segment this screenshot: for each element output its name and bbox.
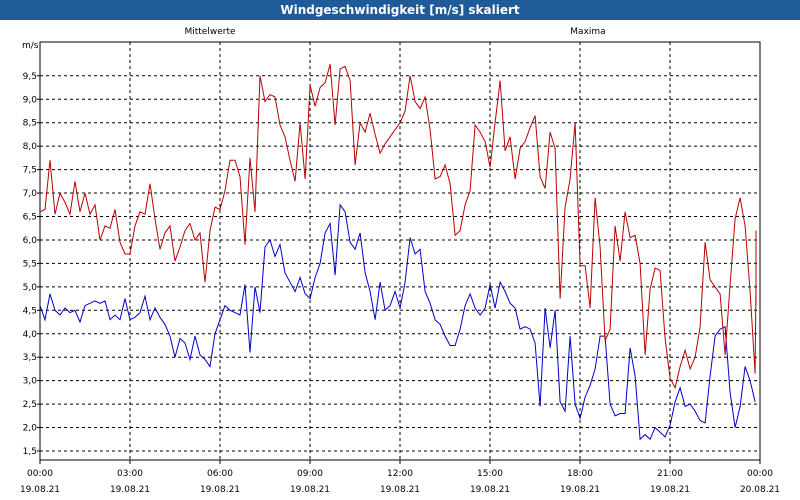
x-tick-time: 00:00: [747, 469, 773, 479]
y-tick-label: 7,5: [23, 166, 37, 176]
y-tick-label: 7,0: [23, 189, 38, 199]
y-axis-unit: m/s: [22, 41, 39, 51]
y-tick-label: 4,5: [23, 306, 37, 316]
series-line-mittelwerte: [39, 203, 756, 441]
x-tick-date: 19.08.21: [110, 485, 150, 495]
y-tick-label: 3,0: [23, 377, 38, 387]
x-tick-date: 20.08.21: [740, 485, 780, 495]
axis-labels: 1,5 2,0 2,5 3,0 3,5 4,0 4,5 5,0 5,5 6,0 6,5 7,0 7,5 8…: [20, 72, 780, 495]
x-tick-time: 21:00: [657, 469, 683, 479]
y-tick-label: 8,5: [23, 119, 37, 129]
x-tick-date: 19.08.21: [290, 485, 330, 495]
y-tick-label: 6,5: [23, 213, 37, 223]
y-tick-label: 8,0: [23, 142, 38, 152]
x-tick-date: 19.08.21: [20, 485, 60, 495]
x-tick-time: 18:00: [567, 469, 593, 479]
grid: [37, 42, 761, 464]
y-tick-label: 2,0: [23, 424, 38, 434]
x-tick-date: 19.08.21: [560, 485, 600, 495]
wind-speed-chart: 1,5 2,0 2,5 3,0 3,5 4,0 4,5 5,0 5,5 6,0 6,5 7,0 7,5 8…: [20, 27, 780, 495]
x-tick-time: 00:00: [27, 469, 53, 479]
y-tick-label: 5,0: [23, 283, 38, 293]
x-tick-time: 09:00: [297, 469, 323, 479]
x-tick-date: 19.08.21: [380, 485, 420, 495]
legend-mittelwerte: Mittelwerte: [184, 27, 235, 37]
series-line-maxima: [39, 63, 757, 390]
y-tick-label: 3,5: [23, 353, 37, 363]
window-title: Windgeschwindigkeit [m/s] skaliert: [0, 0, 800, 20]
x-tick-date: 19.08.21: [470, 485, 510, 495]
y-tick-label: 6,0: [23, 236, 38, 246]
y-tick-label: 5,5: [23, 259, 37, 269]
x-tick-date: 19.08.21: [650, 485, 690, 495]
x-tick-date: 19.08.21: [200, 485, 240, 495]
x-tick-time: 06:00: [207, 469, 233, 479]
y-tick-label: 9,0: [23, 95, 38, 105]
y-tick-label: 9,5: [23, 72, 37, 82]
x-tick-time: 12:00: [387, 469, 413, 479]
y-tick-label: 1,5: [23, 447, 37, 457]
y-tick-label: 2,5: [23, 400, 37, 410]
legend-maxima: Maxima: [570, 27, 605, 37]
series-group: [39, 63, 757, 441]
x-tick-time: 15:00: [477, 469, 503, 479]
x-tick-time: 03:00: [117, 469, 143, 479]
y-tick-label: 4,0: [23, 330, 38, 340]
